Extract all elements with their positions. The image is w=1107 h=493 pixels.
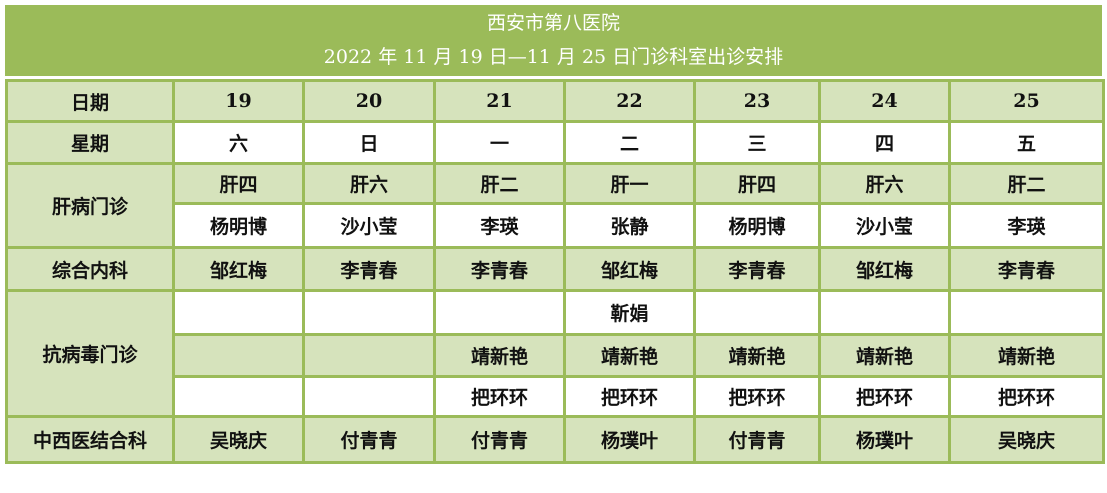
antiviral-row: 抗病毒门诊 靳娟 — [5, 289, 1105, 418]
row-label: 中西医结合科 — [5, 415, 175, 464]
schedule-cell: 吴晓庆 — [172, 415, 305, 464]
schedule-cell: 三 — [693, 120, 821, 165]
schedule-cell: 五 — [948, 120, 1105, 165]
schedule-cell: 靳娟 — [563, 289, 696, 336]
schedule-cell: 靖新艳 — [563, 333, 696, 378]
schedule-cell: 把环环 — [693, 375, 821, 418]
schedule-cell: 把环环 — [563, 375, 696, 418]
schedule-cell: 肝二 — [948, 162, 1105, 205]
schedule-cell: 24 — [818, 79, 951, 123]
schedule-cell — [948, 289, 1105, 336]
schedule-cell — [172, 333, 305, 378]
schedule-cell: 靖新艳 — [948, 333, 1105, 378]
schedule-cell: 肝六 — [302, 162, 436, 205]
schedule-cell: 靖新艳 — [818, 333, 951, 378]
schedule-cell: 杨明博 — [693, 202, 821, 249]
row-label: 抗病毒门诊 — [5, 289, 175, 418]
title-banner: 西安市第八医院 2022 年 11 月 19 日—11 月 25 日门诊科室出诊… — [5, 5, 1102, 76]
schedule-cell: 李瑛 — [433, 202, 566, 249]
internal-row: 综合内科 邹红梅 李青春 李青春 邹红梅 李青春 邹红梅 李青春 — [5, 246, 1105, 292]
schedule-cell: 靖新艳 — [693, 333, 821, 378]
schedule-cell: 把环环 — [818, 375, 951, 418]
schedule-cell: 付青青 — [693, 415, 821, 464]
schedule-cell: 把环环 — [948, 375, 1105, 418]
schedule-cell: 肝六 — [818, 162, 951, 205]
schedule-cell — [172, 289, 305, 336]
liver-room-row: 肝病门诊 肝四 肝六 肝二 肝一 肝四 肝六 肝二 — [5, 162, 1105, 249]
schedule-cell: 李青春 — [693, 246, 821, 292]
schedule-cell: 22 — [563, 79, 696, 123]
date-row: 日期 19 20 21 22 23 24 25 — [5, 79, 1105, 123]
schedule-cell: 日 — [302, 120, 436, 165]
schedule-cell: 肝二 — [433, 162, 566, 205]
schedule-cell — [172, 375, 305, 418]
schedule-cell — [693, 289, 821, 336]
schedule-cell: 四 — [818, 120, 951, 165]
row-label: 综合内科 — [5, 246, 175, 292]
row-label: 日期 — [5, 79, 175, 123]
hospital-name: 西安市第八医院 — [486, 12, 620, 34]
schedule-cell: 李瑛 — [948, 202, 1105, 249]
schedule-cell — [818, 289, 951, 336]
schedule-cell: 邹红梅 — [818, 246, 951, 292]
integrated-row: 中西医结合科 吴晓庆 付青青 付青青 杨璞叶 付青青 杨璞叶 吴晓庆 — [5, 415, 1105, 464]
antiviral-row: 靖新艳 靖新艳 靖新艳 靖新艳 靖新艳 — [7, 333, 1105, 378]
schedule-cell: 21 — [433, 79, 566, 123]
schedule-cell: 肝四 — [693, 162, 821, 205]
schedule-cell: 六 — [172, 120, 305, 165]
schedule-cell: 李青春 — [948, 246, 1105, 292]
schedule-cell: 20 — [302, 79, 436, 123]
schedule-cell: 把环环 — [433, 375, 566, 418]
schedule-cell: 李青春 — [433, 246, 566, 292]
schedule-cell: 25 — [948, 79, 1105, 123]
liver-doctor-row: 杨明博 沙小莹 李瑛 张静 杨明博 沙小莹 李瑛 — [7, 202, 1105, 249]
schedule: 西安市第八医院 2022 年 11 月 19 日—11 月 25 日门诊科室出诊… — [5, 5, 1105, 464]
schedule-cell: 沙小莹 — [302, 202, 436, 249]
schedule-cell: 杨明博 — [172, 202, 305, 249]
schedule-cell — [302, 289, 436, 336]
schedule-cell: 邹红梅 — [563, 246, 696, 292]
schedule-cell: 付青青 — [302, 415, 436, 464]
schedule-cell: 张静 — [563, 202, 696, 249]
schedule-cell: 李青春 — [302, 246, 436, 292]
row-label: 肝病门诊 — [5, 162, 175, 249]
schedule-period: 2022 年 11 月 19 日—11 月 25 日门诊科室出诊安排 — [323, 46, 784, 68]
schedule-cell: 杨璞叶 — [818, 415, 951, 464]
schedule-cell: 二 — [563, 120, 696, 165]
schedule-cell: 肝一 — [563, 162, 696, 205]
schedule-cell: 杨璞叶 — [563, 415, 696, 464]
schedule-cell: 19 — [172, 79, 305, 123]
row-label: 星期 — [5, 120, 175, 165]
schedule-cell: 23 — [693, 79, 821, 123]
schedule-cell: 一 — [433, 120, 566, 165]
schedule-cell: 吴晓庆 — [948, 415, 1105, 464]
schedule-cell: 靖新艳 — [433, 333, 566, 378]
weekday-row: 星期六日一二三四五 — [5, 120, 1105, 165]
schedule-table: 日期 19 20 21 22 23 24 25 星期六日一二三四五肝病门诊 肝四 肝六 肝二 肝一 肝四肝… — [5, 79, 1105, 464]
schedule-cell — [302, 375, 436, 418]
schedule-cell: 沙小莹 — [818, 202, 951, 249]
schedule-cell: 肝四 — [172, 162, 305, 205]
schedule-cell — [433, 289, 566, 336]
schedule-cell: 邹红梅 — [172, 246, 305, 292]
schedule-cell: 付青青 — [433, 415, 566, 464]
schedule-cell — [302, 333, 436, 378]
antiviral-row: 把环环 把环环 把环环 把环环 把环环 — [7, 375, 1105, 418]
